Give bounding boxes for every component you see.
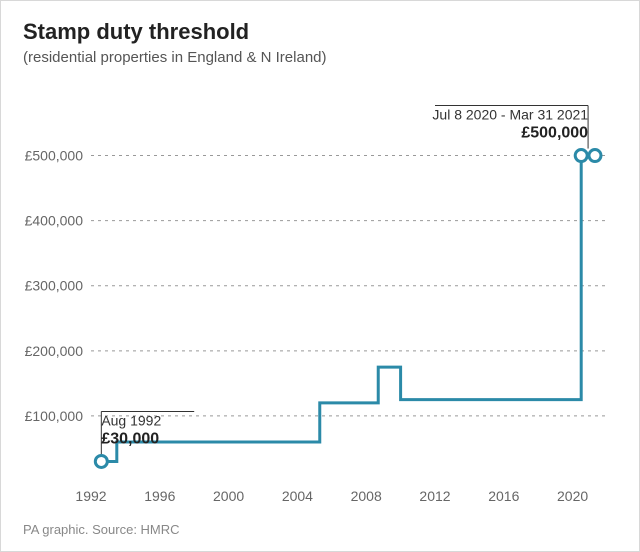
data-marker bbox=[589, 150, 601, 162]
plot-area: £100,000 £200,000 £300,000 £400,000 £500,000… bbox=[23, 69, 617, 509]
y-axis-label: £300,000 bbox=[25, 278, 84, 294]
callout-label: Jul 8 2020 - Mar 31 2021 bbox=[432, 107, 588, 123]
callout-value: £30,000 bbox=[101, 430, 159, 447]
chart-title: Stamp duty threshold bbox=[23, 19, 617, 45]
data-marker bbox=[575, 150, 587, 162]
y-axis-label: £100,000 bbox=[25, 408, 84, 424]
y-axis-label: £500,000 bbox=[25, 148, 84, 164]
chart-footer: PA graphic. Source: HMRC bbox=[23, 522, 180, 537]
chart-svg: £100,000 £200,000 £300,000 £400,000 £500,000… bbox=[23, 69, 619, 511]
x-axis-label: 1996 bbox=[144, 488, 175, 504]
chart-card: Stamp duty threshold (residential proper… bbox=[0, 0, 640, 552]
y-axis-label: £200,000 bbox=[25, 343, 84, 359]
callout-value: £500,000 bbox=[521, 125, 588, 142]
x-axis-label: 2016 bbox=[488, 488, 519, 504]
x-axis-label: 1992 bbox=[75, 488, 106, 504]
x-axis-label: 2000 bbox=[213, 488, 244, 504]
callout-label: Aug 1992 bbox=[101, 412, 161, 428]
y-axis-label: £400,000 bbox=[25, 213, 84, 229]
x-axis-label: 2012 bbox=[419, 488, 450, 504]
x-axis-label: 2004 bbox=[282, 488, 313, 504]
data-marker bbox=[95, 455, 107, 467]
x-axis-label: 2020 bbox=[557, 488, 588, 504]
x-axis-label: 2008 bbox=[351, 488, 382, 504]
chart-subtitle: (residential properties in England & N I… bbox=[23, 49, 617, 66]
